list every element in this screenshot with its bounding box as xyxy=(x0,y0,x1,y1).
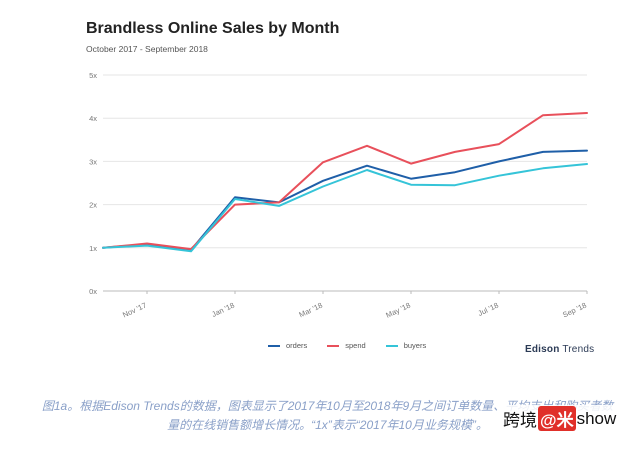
y-tick-label: 1x xyxy=(89,244,97,253)
x-tick-label: Nov '17 xyxy=(121,301,148,320)
watermark-at: @米 xyxy=(538,406,576,431)
watermark: 跨境 @米 show xyxy=(500,405,620,432)
x-tick-label: Sep '18 xyxy=(561,301,588,320)
legend-item-spend: spend xyxy=(327,341,366,350)
chart-card xyxy=(68,0,608,378)
y-tick-label: 3x xyxy=(89,157,97,166)
figure-caption: 图1a。根据Edison Trends的数据，图表显示了2017年10月至201… xyxy=(41,399,614,432)
series-line-buyers xyxy=(102,163,588,253)
watermark-mid: 米 xyxy=(556,411,574,430)
watermark-right: show xyxy=(576,408,617,428)
watermark-left: 跨境 xyxy=(503,411,537,430)
chart-title: Brandless Online Sales by Month xyxy=(86,20,340,37)
series-line-orders xyxy=(102,149,588,251)
edison-trends-logo: Edison Trends xyxy=(525,344,594,355)
y-tick-label: 4x xyxy=(89,114,97,123)
legend-label: buyers xyxy=(403,341,427,350)
legend-item-orders: orders xyxy=(268,341,307,350)
legend-swatch xyxy=(385,344,398,347)
x-tick-label: May '18 xyxy=(384,301,411,320)
legend-item-buyers: buyers xyxy=(385,341,427,350)
x-tick-label: Mar '18 xyxy=(298,301,324,320)
chart-legend: orders spend buyers xyxy=(268,341,426,350)
x-tick-label: Jul '18 xyxy=(477,301,500,318)
brand-name-rest: Trends xyxy=(559,344,595,355)
chart-subtitle: October 2017 - September 2018 xyxy=(86,44,208,54)
y-tick-label: 2x xyxy=(89,201,97,210)
y-tick-label: 5x xyxy=(89,71,97,80)
legend-label: spend xyxy=(345,341,366,350)
brand-name-bold: Edison xyxy=(525,344,560,355)
legend-swatch xyxy=(327,344,340,347)
watermark-at-symbol: @ xyxy=(540,411,557,430)
legend-swatch xyxy=(268,344,280,347)
x-tick-label: Jan '18 xyxy=(210,301,236,319)
legend-label: orders xyxy=(286,341,308,350)
y-tick-label: 0x xyxy=(89,287,97,296)
series-line-spend xyxy=(102,112,588,251)
